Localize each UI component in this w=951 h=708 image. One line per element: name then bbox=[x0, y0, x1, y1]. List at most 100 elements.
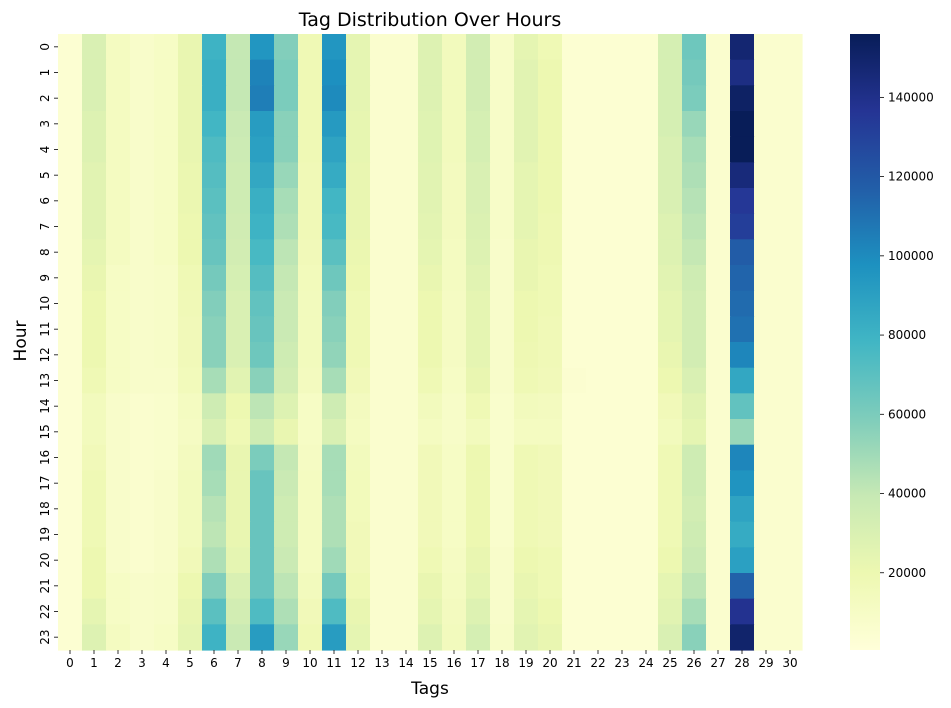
heatmap-cell bbox=[130, 521, 155, 548]
heatmap-cell bbox=[514, 213, 539, 240]
x-tick-label: 23 bbox=[614, 656, 629, 670]
heatmap-cell bbox=[442, 624, 467, 651]
heatmap-cell bbox=[370, 419, 395, 446]
x-tick-label: 21 bbox=[566, 656, 581, 670]
heatmap-cell bbox=[538, 290, 563, 317]
heatmap-cell bbox=[250, 162, 275, 189]
heatmap-cell bbox=[226, 521, 251, 548]
heatmap-cell bbox=[58, 111, 83, 138]
heatmap-cell bbox=[178, 547, 203, 574]
heatmap-cell bbox=[610, 624, 635, 651]
heatmap-cell bbox=[346, 34, 371, 61]
heatmap-cell bbox=[322, 419, 347, 446]
heatmap-cell bbox=[274, 393, 299, 420]
heatmap-cell bbox=[682, 162, 707, 189]
heatmap-cell bbox=[106, 239, 131, 266]
heatmap-cell bbox=[490, 444, 515, 471]
heatmap-cell bbox=[178, 393, 203, 420]
heatmap-cell bbox=[634, 85, 659, 112]
heatmap-cell bbox=[226, 573, 251, 600]
heatmap-cell bbox=[322, 290, 347, 317]
heatmap-cell bbox=[250, 521, 275, 548]
heatmap-cell bbox=[610, 188, 635, 215]
heatmap-cell bbox=[778, 342, 803, 369]
heatmap-cell bbox=[178, 265, 203, 292]
heatmap-cell bbox=[754, 239, 779, 266]
heatmap-cell bbox=[418, 316, 443, 343]
heatmap-cell bbox=[538, 393, 563, 420]
heatmap-cell bbox=[418, 239, 443, 266]
heatmap-cell bbox=[130, 162, 155, 189]
heatmap-cell bbox=[418, 34, 443, 61]
heatmap-cell bbox=[514, 496, 539, 523]
heatmap-cell bbox=[58, 624, 83, 651]
heatmap-cell bbox=[490, 521, 515, 548]
heatmap-cell bbox=[346, 265, 371, 292]
heatmap-cell bbox=[298, 496, 323, 523]
heatmap-cell bbox=[298, 624, 323, 651]
heatmap-cell bbox=[562, 111, 587, 138]
heatmap-cell bbox=[658, 136, 683, 163]
heatmap-cell bbox=[682, 59, 707, 86]
heatmap-cell bbox=[466, 598, 491, 625]
heatmap-cell bbox=[226, 624, 251, 651]
heatmap-cell bbox=[298, 316, 323, 343]
colorbar-tick-label: 20000 bbox=[888, 566, 926, 580]
heatmap-cell bbox=[562, 496, 587, 523]
heatmap-cell bbox=[106, 496, 131, 523]
heatmap-cell bbox=[586, 547, 611, 574]
heatmap-cell bbox=[754, 342, 779, 369]
heatmap-cell bbox=[682, 213, 707, 240]
heatmap-cell bbox=[562, 624, 587, 651]
x-tick-label: 25 bbox=[662, 656, 677, 670]
heatmap-cell bbox=[418, 624, 443, 651]
heatmap-cell bbox=[58, 239, 83, 266]
heatmap-cell bbox=[562, 521, 587, 548]
heatmap-cell bbox=[250, 393, 275, 420]
heatmap-cell bbox=[154, 59, 179, 86]
heatmap-cell bbox=[730, 111, 755, 138]
heatmap-cell bbox=[394, 342, 419, 369]
heatmap-cell bbox=[418, 419, 443, 446]
heatmap-cell bbox=[154, 239, 179, 266]
heatmap-cell bbox=[250, 213, 275, 240]
heatmap-cell bbox=[634, 162, 659, 189]
heatmap-cell bbox=[370, 367, 395, 394]
heatmap-cell bbox=[514, 188, 539, 215]
heatmap-cell bbox=[706, 188, 731, 215]
heatmap-cell bbox=[754, 419, 779, 446]
heatmap-cell bbox=[250, 598, 275, 625]
heatmap-cell bbox=[514, 34, 539, 61]
heatmap-cell bbox=[442, 393, 467, 420]
y-tick-label: 0 bbox=[38, 43, 52, 51]
y-tick-label: 15 bbox=[38, 424, 52, 439]
heatmap-cell bbox=[442, 111, 467, 138]
heatmap-cell bbox=[130, 419, 155, 446]
heatmap-cell bbox=[490, 419, 515, 446]
x-tick-label: 0 bbox=[66, 656, 74, 670]
heatmap-cell bbox=[610, 316, 635, 343]
colorbar-tick-label: 60000 bbox=[888, 407, 926, 421]
heatmap-cell bbox=[706, 444, 731, 471]
heatmap-cell bbox=[226, 85, 251, 112]
heatmap-cell bbox=[346, 316, 371, 343]
heatmap-cell bbox=[730, 419, 755, 446]
heatmap-cell bbox=[706, 136, 731, 163]
heatmap-cell bbox=[586, 470, 611, 497]
heatmap-cell bbox=[466, 573, 491, 600]
x-tick-label: 26 bbox=[686, 656, 701, 670]
heatmap-cell bbox=[610, 444, 635, 471]
heatmap-cell bbox=[322, 393, 347, 420]
heatmap-cell bbox=[226, 213, 251, 240]
heatmap-cell bbox=[586, 188, 611, 215]
heatmap-cell bbox=[226, 393, 251, 420]
heatmap-cell bbox=[754, 598, 779, 625]
heatmap-cell bbox=[658, 290, 683, 317]
heatmap-cell bbox=[274, 342, 299, 369]
heatmap-cell bbox=[634, 521, 659, 548]
heatmap-cell bbox=[106, 342, 131, 369]
heatmap-cell bbox=[202, 239, 227, 266]
heatmap-cell bbox=[250, 470, 275, 497]
x-tick-label: 18 bbox=[494, 656, 509, 670]
